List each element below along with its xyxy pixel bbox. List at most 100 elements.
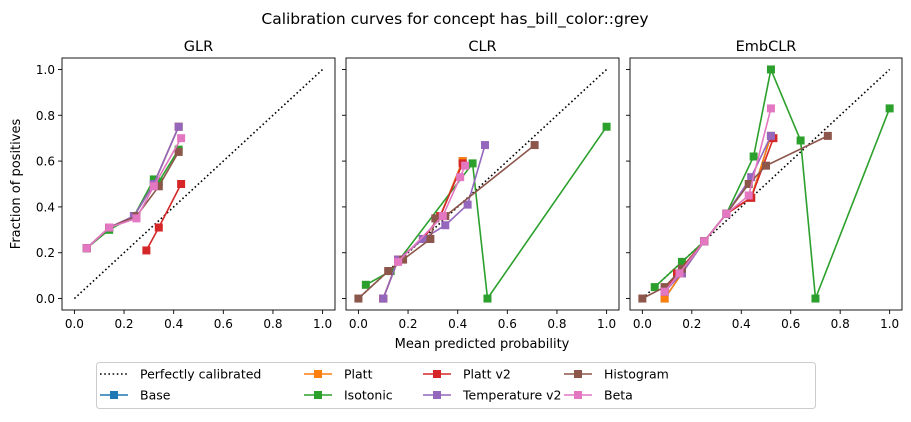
data-point bbox=[483, 294, 492, 303]
legend-marker bbox=[110, 391, 118, 399]
legend: Perfectly calibrated Base Platt Isotonic Pla… bbox=[96, 362, 816, 409]
legend-item-histogram: Histogram bbox=[564, 367, 669, 382]
y-tick-label: 0.6 bbox=[36, 155, 55, 169]
legend-item-isotonic: Isotonic bbox=[304, 388, 393, 403]
legend-item-temperature-v2: Temperature v2 bbox=[423, 388, 562, 403]
perfectly-calibrated-line bbox=[357, 68, 608, 300]
legend-marker bbox=[314, 370, 322, 378]
data-point bbox=[418, 234, 427, 243]
data-point bbox=[762, 161, 770, 170]
data-point bbox=[766, 65, 775, 74]
x-tick-label: 0.4 bbox=[448, 317, 467, 331]
x-tick-label: 0.4 bbox=[732, 317, 751, 331]
x-tick-label: 0.4 bbox=[164, 317, 183, 331]
figure-title: Calibration curves for concept has_bill_… bbox=[261, 10, 648, 29]
data-point bbox=[154, 177, 163, 186]
x-tick-label: 0.2 bbox=[682, 317, 701, 331]
legend-marker bbox=[574, 370, 582, 378]
x-tick-label: 0.6 bbox=[498, 317, 517, 331]
y-tick-label: 0.0 bbox=[36, 292, 55, 306]
series-histogram bbox=[82, 147, 183, 253]
series-line bbox=[86, 149, 180, 249]
legend-label: Platt v2 bbox=[463, 367, 511, 382]
panel-title: EmbCLR bbox=[736, 39, 797, 55]
data-point bbox=[354, 294, 363, 303]
legend-item-platt-v2: Platt v2 bbox=[423, 367, 511, 382]
data-point bbox=[722, 209, 731, 218]
series-line bbox=[86, 126, 180, 249]
data-point bbox=[394, 257, 403, 266]
series-line bbox=[145, 183, 182, 251]
y-tick-label: 1.0 bbox=[36, 63, 55, 77]
data-point bbox=[399, 255, 408, 264]
legend-item-beta: Beta bbox=[564, 388, 633, 403]
data-point bbox=[105, 223, 114, 232]
data-point bbox=[461, 161, 470, 170]
x-tick-label: 0.0 bbox=[65, 317, 84, 331]
legend-marker bbox=[574, 391, 582, 399]
panel-title: CLR bbox=[468, 39, 496, 55]
legend-label: Perfectly calibrated bbox=[140, 367, 261, 382]
panel-clr: CLR 0.0 0.2 0.4 0.6 0.8 1.0 bbox=[342, 39, 620, 331]
data-point bbox=[660, 294, 669, 303]
plot-frame bbox=[61, 57, 336, 311]
data-point bbox=[149, 182, 158, 191]
x-tick-label: 1.0 bbox=[880, 317, 899, 331]
data-point bbox=[468, 159, 477, 168]
legend-item-platt: Platt bbox=[304, 367, 373, 382]
data-point bbox=[700, 237, 709, 246]
legend-label: Temperature v2 bbox=[462, 388, 562, 403]
legend-marker bbox=[314, 391, 322, 399]
series-base bbox=[82, 122, 183, 253]
data-point bbox=[379, 294, 388, 303]
panel-embclr: EmbCLR 0.0 0.2 0.4 0.6 0.8 1.0 bbox=[626, 39, 903, 331]
x-tick-label: 0.0 bbox=[633, 317, 652, 331]
series-beta bbox=[82, 134, 186, 253]
data-point bbox=[747, 173, 756, 182]
legend-marker bbox=[433, 391, 441, 399]
legend-box bbox=[96, 362, 816, 409]
data-point bbox=[438, 212, 447, 221]
data-point bbox=[426, 234, 435, 243]
data-point bbox=[142, 246, 151, 255]
data-point bbox=[660, 287, 669, 296]
data-point bbox=[885, 104, 894, 113]
data-point bbox=[177, 180, 186, 188]
x-tick-label: 1.0 bbox=[597, 317, 616, 331]
data-point bbox=[463, 200, 472, 209]
y-tick-label: 0.2 bbox=[36, 246, 55, 260]
series-beta bbox=[394, 161, 470, 266]
series-line bbox=[397, 165, 466, 263]
data-point bbox=[154, 182, 163, 191]
legend-label: Isotonic bbox=[344, 388, 393, 403]
data-point bbox=[823, 131, 832, 140]
legend-item-base: Base bbox=[100, 388, 171, 403]
y-tick-label: 0.8 bbox=[36, 109, 55, 123]
x-tick-label: 0.8 bbox=[831, 317, 850, 331]
data-point bbox=[174, 147, 183, 156]
data-point bbox=[149, 175, 158, 184]
legend-label: Base bbox=[140, 388, 171, 403]
data-point bbox=[177, 134, 186, 143]
series-line bbox=[382, 163, 464, 299]
plot-frame bbox=[345, 57, 620, 311]
x-tick-label: 0.8 bbox=[263, 317, 282, 331]
data-point bbox=[650, 283, 659, 292]
x-axis-label: Mean predicted probability bbox=[395, 337, 570, 352]
series-line bbox=[86, 126, 180, 249]
x-tick-label: 0.2 bbox=[398, 317, 417, 331]
x-tick-label: 0.0 bbox=[349, 317, 368, 331]
series-line bbox=[654, 66, 891, 299]
panel-glr: GLR 0.0 0.2 0.4 0.6 0.8 1.0 0.0 0.2 0.4 0.6 0.8 1.0 bbox=[36, 39, 336, 331]
legend-label: Platt bbox=[344, 367, 373, 382]
data-point bbox=[456, 173, 465, 182]
series-platt-v2 bbox=[379, 159, 467, 303]
series-isotonic bbox=[361, 122, 611, 303]
perfectly-calibrated-line bbox=[73, 68, 324, 300]
data-point bbox=[796, 136, 805, 145]
data-point bbox=[766, 131, 775, 140]
data-point bbox=[675, 269, 684, 278]
plot-frame bbox=[629, 57, 903, 311]
data-point bbox=[602, 122, 611, 131]
